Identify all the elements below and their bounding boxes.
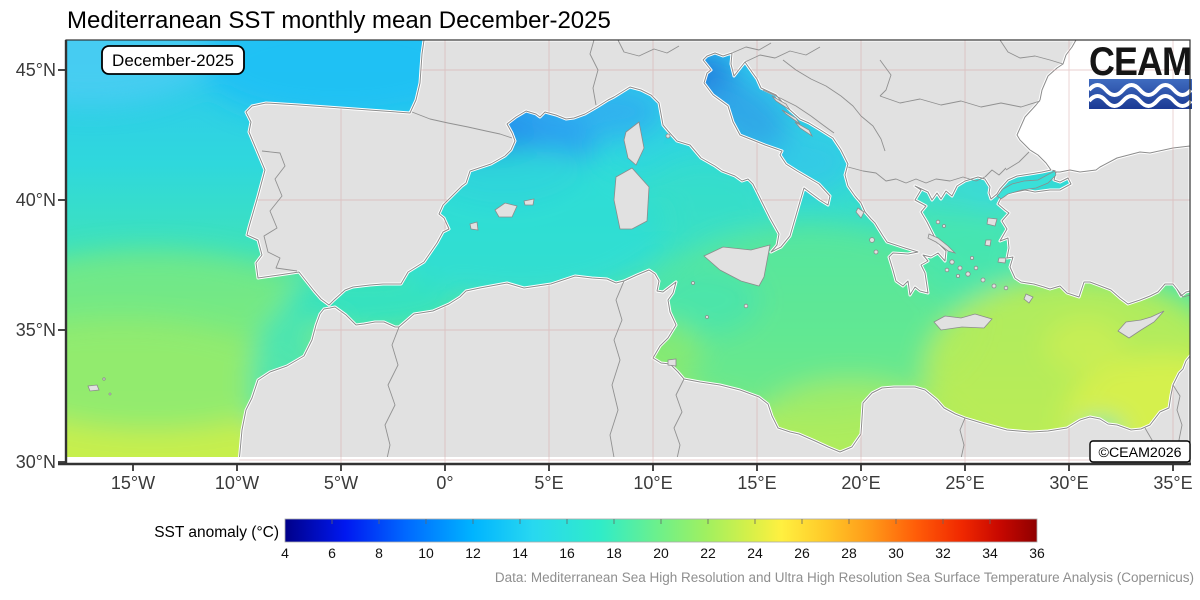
colorbar-tick: 26 [794,545,810,561]
x-tick-label: 5°E [534,473,563,493]
colorbar-tick: 10 [418,545,434,561]
x-tick-label: 10°E [633,473,672,493]
data-attribution: Data: Mediterranean Sea High Resolution … [495,570,1194,585]
land-layer [87,40,1190,457]
colorbar: SST anomaly (°C) 4 6 8 10 12 14 16 18 20… [154,518,1045,561]
sea-mid-adriatic [697,73,793,157]
colorbar-tick: 18 [606,545,622,561]
x-tick-label: 15°E [737,473,776,493]
x-tick-label: 25°E [945,473,984,493]
y-axis-ticks [58,69,66,463]
colorbar-tick-labels: 4 6 8 10 12 14 16 18 20 22 24 26 28 30 3… [281,545,1045,561]
sea-marmara [996,170,1057,200]
colorbar-tick: 36 [1029,545,1045,561]
colorbar-tick: 4 [281,545,289,561]
colorbar-tick: 34 [982,545,998,561]
y-tick-label: 30°N [16,452,56,472]
colorbar-notches [331,519,991,524]
colorbar-tick: 8 [375,545,383,561]
y-axis-labels: 45°N 40°N 35°N 30°N [16,60,56,472]
ceam-logo-text: CEAM [1089,40,1191,84]
x-tick-label: 5°W [324,473,358,493]
x-tick-label: 0° [436,473,453,493]
colorbar-tick: 14 [512,545,528,561]
colorbar-tick: 24 [747,545,763,561]
colorbar-tick: 28 [841,545,857,561]
date-label-box: December-2025 [101,45,245,75]
x-tick-label: 15°W [111,473,155,493]
copyright-label: ©CEAM2026 [1098,445,1181,461]
x-axis-ticks [132,464,1174,471]
x-tick-label: 20°E [841,473,880,493]
colorbar-tick: 30 [888,545,904,561]
y-tick-label: 45°N [16,60,56,80]
x-tick-label: 35°E [1153,473,1192,493]
ceam-logo-wave-icon-2 [1087,94,1193,108]
y-tick-label: 40°N [16,190,56,210]
colorbar-tick: 32 [935,545,951,561]
page-title: Mediterranean SST monthly mean December-… [67,7,611,34]
colorbar-tick: 22 [700,545,716,561]
ceam-logo-wave-icon [1087,83,1193,97]
colorbar-label: SST anomaly (°C) [154,524,279,541]
copyright-box: ©CEAM2026 [1089,440,1191,463]
sea-tyrrhenian [640,155,770,255]
country-borders [261,40,1190,457]
y-tick-label: 35°N [16,320,56,340]
colorbar-tick: 16 [559,545,575,561]
ceam-logo: CEAM [1087,40,1193,109]
colorbar-tick: 12 [465,545,481,561]
sea-bay-of-biscay [200,40,480,120]
x-tick-label: 10°W [215,473,259,493]
x-axis-labels: 15°W 10°W 5°W 0° 5°E 10°E 15°E 20°E 25°E… [111,473,1193,493]
sea-west-of-cyprus [1045,317,1125,373]
colorbar-tick: 20 [653,545,669,561]
x-tick-label: 30°E [1049,473,1088,493]
date-label: December-2025 [112,51,234,70]
colorbar-tick: 6 [328,545,336,561]
